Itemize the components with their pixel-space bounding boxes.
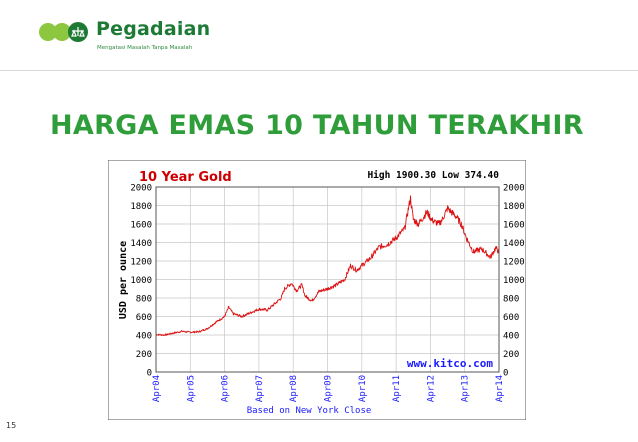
chart-background <box>107 159 527 421</box>
series-layer <box>155 195 500 337</box>
x-tick-label: Apr07 <box>255 375 265 402</box>
header-band: Pegadaian Mengatasi Masalah Tanpa Masala… <box>0 0 638 71</box>
y-tick-label-right: 600 <box>503 313 519 323</box>
gold-price-line <box>155 195 500 337</box>
y-tick-label: 1200 <box>130 258 152 268</box>
y-tick-label-right: 1400 <box>503 239 525 249</box>
y-tick-labels-left: 0 200 400 600 800 1000 1200 1400 1600 1800 2000 <box>130 184 152 379</box>
y-tick-label: 600 <box>136 313 152 323</box>
y-tick-label-right: 1200 <box>503 258 525 268</box>
x-axis-label: Based on New York Close <box>247 406 372 416</box>
y-tick-label-right: 400 <box>503 332 519 342</box>
plot-area-border <box>155 186 500 373</box>
y-tick-labels-right: 0 200 400 600 800 1000 1200 1400 1600 1800 2000 <box>503 184 525 379</box>
x-tick-label: Apr12 <box>426 375 436 402</box>
brand-tagline: Mengatasi Masalah Tanpa Masalah <box>97 45 193 51</box>
slide-title: HARGA EMAS 10 TAHUN TERAKHIR <box>50 110 584 141</box>
x-tick-label: Apr08 <box>289 375 299 402</box>
x-tick-label: Apr11 <box>392 375 402 402</box>
y-tick-label-right: 1600 <box>503 221 525 231</box>
gold-price-chart: 0 200 400 600 800 1000 1200 1400 1600 1800 2000 0 2… <box>107 159 527 424</box>
x-tick-label: Apr13 <box>461 375 471 402</box>
y-tick-label: 800 <box>136 295 152 305</box>
y-tick-label: 400 <box>136 332 152 342</box>
y-tick-label: 0 <box>147 369 152 379</box>
y-tick-label: 1400 <box>130 239 152 249</box>
y-tick-label-right: 200 <box>503 350 519 360</box>
x-tick-label: Apr04 <box>152 375 162 402</box>
brand-name: Pegadaian <box>96 18 211 40</box>
y-tick-label-right: 0 <box>503 369 508 379</box>
y-tick-label: 1000 <box>130 276 152 286</box>
y-tick-label-right: 1000 <box>503 276 525 286</box>
y-tick-label: 200 <box>136 350 152 360</box>
y-tick-label: 2000 <box>130 184 152 194</box>
chart-stats: High 1900.30 Low 374.40 <box>367 170 499 181</box>
x-tick-label: Apr14 <box>495 375 505 402</box>
watermark: www.kitco.com <box>407 357 493 370</box>
chart-svg: 0 200 400 600 800 1000 1200 1400 1600 1800 2000 0 2… <box>107 159 527 421</box>
y-tick-label-right: 2000 <box>503 184 525 194</box>
y-tick-label: 1800 <box>130 202 152 212</box>
y-tick-label-right: 800 <box>503 295 519 305</box>
x-tick-label: Apr09 <box>324 375 334 402</box>
y-tick-label-right: 1800 <box>503 202 525 212</box>
y-tick-label: 1600 <box>130 221 152 231</box>
pegadaian-logo-icon <box>39 22 88 42</box>
page-number: 15 <box>6 421 17 430</box>
y-axis-label: USD per ounce <box>118 241 129 319</box>
x-tick-label: Apr10 <box>358 375 368 402</box>
x-tick-label: Apr06 <box>221 375 231 402</box>
x-tick-labels: Apr04 Apr05 Apr06 Apr07 Apr08 Apr09 Apr10 Apr11… <box>152 375 505 402</box>
x-tick-label: Apr05 <box>186 375 196 402</box>
chart-title: 10 Year Gold <box>139 170 232 185</box>
